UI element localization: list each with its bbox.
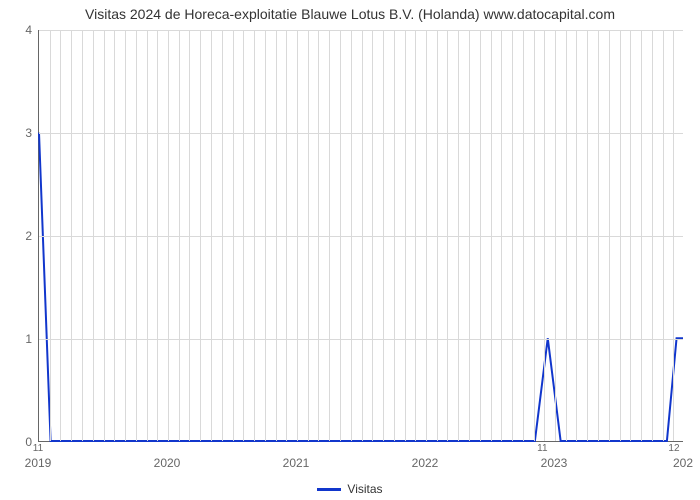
- xtick-minor-label: 12: [668, 443, 679, 454]
- gridline-v: [555, 30, 556, 441]
- gridline-v: [265, 30, 266, 441]
- gridline-v: [222, 30, 223, 441]
- ytick-label: 2: [25, 229, 32, 243]
- gridline-v: [71, 30, 72, 441]
- gridline-v: [233, 30, 234, 441]
- xtick-major-label: 202: [673, 456, 693, 470]
- xtick-major-label: 2023: [541, 456, 568, 470]
- gridline-v: [211, 30, 212, 441]
- gridline-v: [125, 30, 126, 441]
- ytick-label: 0: [25, 435, 32, 449]
- xtick-major-label: 2020: [154, 456, 181, 470]
- gridline-v: [297, 30, 298, 441]
- gridline-v: [394, 30, 395, 441]
- chart-container: Visitas 2024 de Horeca-exploitatie Blauw…: [0, 0, 700, 500]
- gridline-v: [501, 30, 502, 441]
- gridline-v: [179, 30, 180, 441]
- gridline-v: [426, 30, 427, 441]
- gridline-v: [415, 30, 416, 441]
- gridline-v: [104, 30, 105, 441]
- xtick-minor-label: 11: [33, 443, 43, 454]
- ytick-label: 3: [25, 126, 32, 140]
- gridline-v: [480, 30, 481, 441]
- gridline-v: [609, 30, 610, 441]
- gridline-v: [630, 30, 631, 441]
- gridline-v: [663, 30, 664, 441]
- chart-title: Visitas 2024 de Horeca-exploitatie Blauw…: [0, 0, 700, 24]
- xtick-major-label: 2021: [283, 456, 310, 470]
- xtick-minor-label: 11: [537, 443, 547, 454]
- gridline-v: [598, 30, 599, 441]
- gridline-v: [641, 30, 642, 441]
- gridline-v: [544, 30, 545, 441]
- gridline-v: [534, 30, 535, 441]
- gridline-v: [362, 30, 363, 441]
- gridline-v: [318, 30, 319, 441]
- gridline-v: [620, 30, 621, 441]
- gridline-v: [60, 30, 61, 441]
- gridline-v: [200, 30, 201, 441]
- gridline-v: [136, 30, 137, 441]
- gridline-v: [351, 30, 352, 441]
- gridline-v: [652, 30, 653, 441]
- legend-label: Visitas: [347, 482, 382, 496]
- gridline-v: [168, 30, 169, 441]
- plot-area: [38, 30, 683, 442]
- gridline-v: [673, 30, 674, 441]
- gridline-v: [114, 30, 115, 441]
- legend: Visitas: [0, 482, 700, 496]
- gridline-v: [50, 30, 51, 441]
- gridline-v: [469, 30, 470, 441]
- gridline-v: [587, 30, 588, 441]
- ytick-label: 4: [25, 23, 32, 37]
- gridline-v: [189, 30, 190, 441]
- gridline-v: [405, 30, 406, 441]
- ytick-label: 1: [25, 332, 32, 346]
- gridline-v: [437, 30, 438, 441]
- xtick-major-label: 2019: [25, 456, 52, 470]
- gridline-v: [576, 30, 577, 441]
- gridline-v: [147, 30, 148, 441]
- gridline-v: [286, 30, 287, 441]
- gridline-v: [458, 30, 459, 441]
- gridline-v: [491, 30, 492, 441]
- gridline-v: [276, 30, 277, 441]
- gridline-v: [82, 30, 83, 441]
- gridline-v: [254, 30, 255, 441]
- gridline-v: [329, 30, 330, 441]
- gridline-v: [523, 30, 524, 441]
- gridline-v: [308, 30, 309, 441]
- legend-swatch: [317, 488, 341, 491]
- xtick-major-label: 2022: [412, 456, 439, 470]
- gridline-v: [447, 30, 448, 441]
- gridline-v: [93, 30, 94, 441]
- gridline-v: [340, 30, 341, 441]
- gridline-v: [383, 30, 384, 441]
- gridline-v: [512, 30, 513, 441]
- gridline-v: [566, 30, 567, 441]
- gridline-v: [157, 30, 158, 441]
- gridline-v: [243, 30, 244, 441]
- gridline-v: [372, 30, 373, 441]
